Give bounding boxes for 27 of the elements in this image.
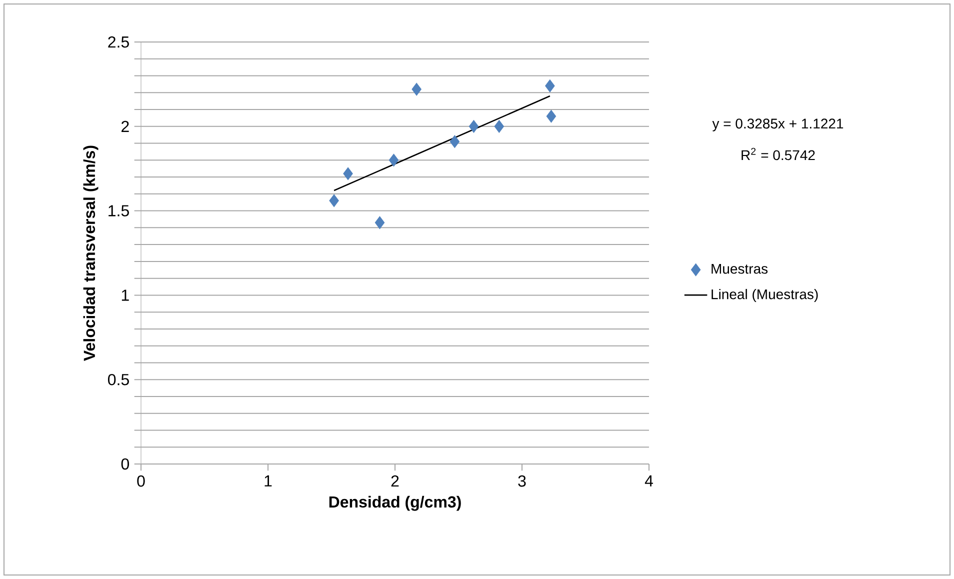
text: y = 0.3285x + 1.1221 — [712, 118, 844, 132]
point — [329, 194, 339, 208]
y-tick-label: 2 — [122, 120, 129, 132]
legend-label: Lineal (Muestras) — [712, 288, 818, 302]
point — [343, 167, 353, 180]
x-tick-label: 0 — [137, 475, 145, 487]
point — [388, 154, 399, 167]
point — [545, 79, 555, 92]
x-tick-label: 2 — [391, 475, 399, 487]
point — [546, 110, 556, 123]
y-tick-label: 1 — [122, 290, 129, 301]
text: R$^{2}$ = 0.5742 — [742, 148, 815, 160]
x-tick-label: 3 — [518, 475, 526, 487]
point — [494, 120, 504, 133]
y-tick-label: 0 — [121, 458, 130, 470]
x-axis-title: Densidad (g/cm3) — [329, 496, 461, 511]
point — [450, 135, 460, 148]
y-tick-label: 0.5 — [108, 374, 129, 386]
point — [412, 82, 422, 96]
x-tick-label: 1 — [264, 475, 272, 486]
y-tick-label: 1.5 — [108, 205, 129, 216]
y-tick-label: 2.5 — [108, 36, 129, 48]
x-tick-label: 4 — [644, 475, 653, 486]
y-axis-title: Velocidad transversal (km/s) — [83, 146, 98, 361]
legend-label: Muestras — [712, 264, 768, 274]
point — [468, 120, 479, 133]
point — [374, 216, 385, 230]
